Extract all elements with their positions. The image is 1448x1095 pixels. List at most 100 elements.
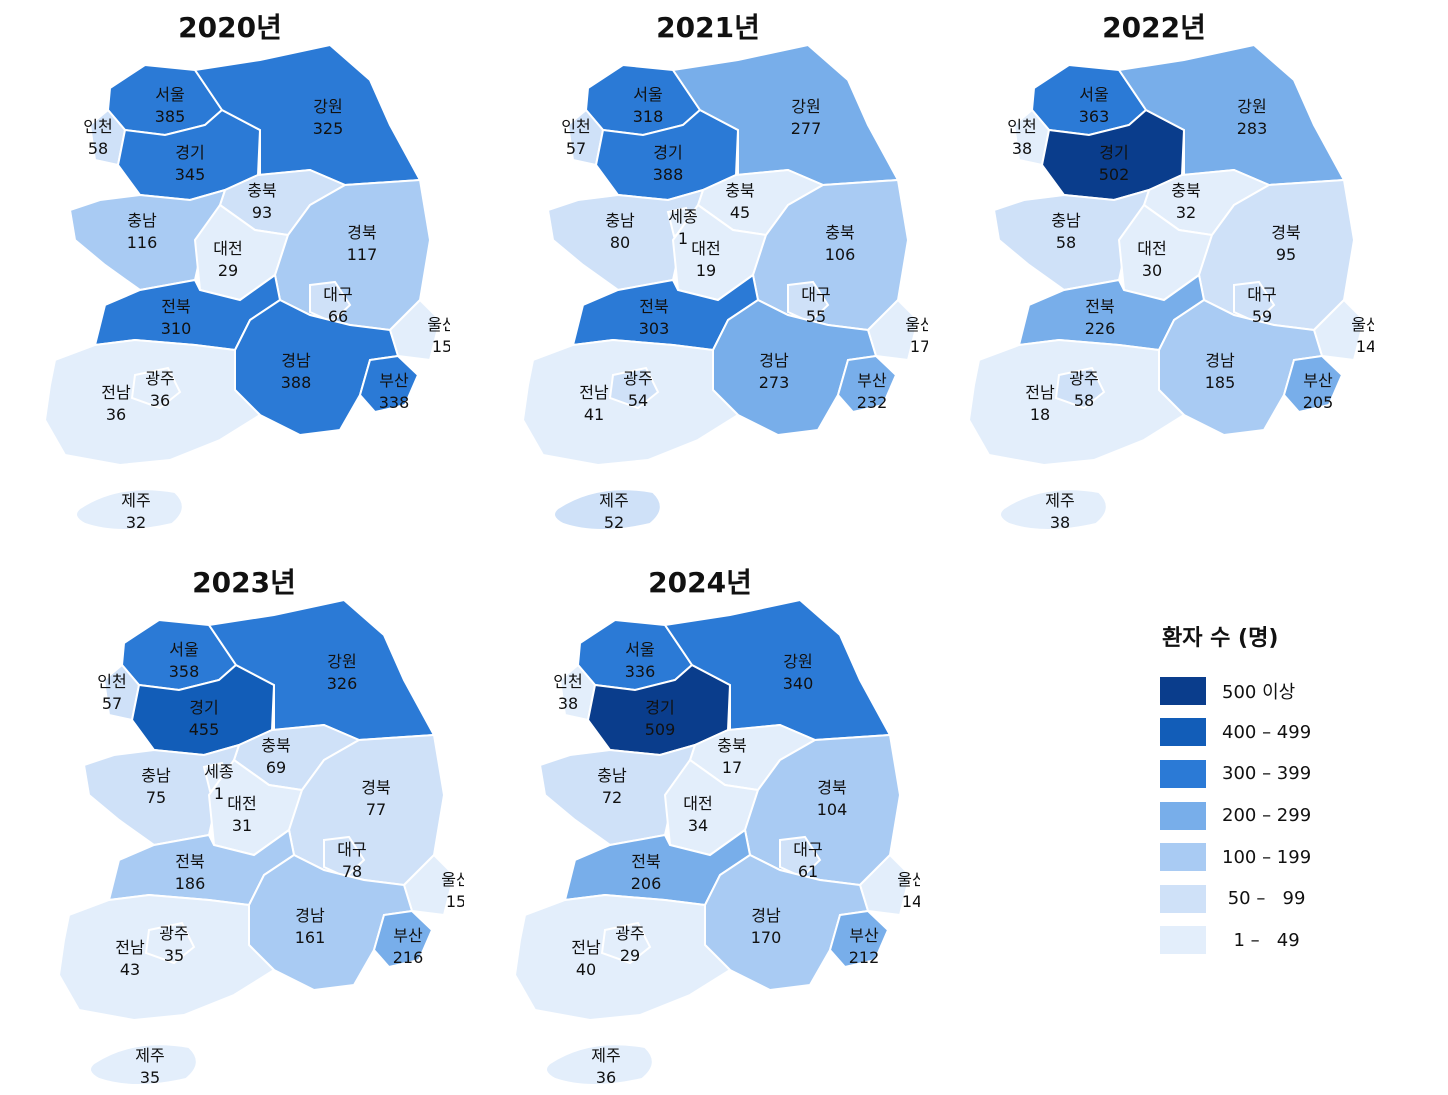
region-name: 세종 [204, 762, 233, 781]
region-label-daegu: 대구 61 [793, 840, 822, 881]
region-label-ulsan: 울산 15 [441, 870, 464, 911]
region-value: 345 [175, 165, 206, 184]
region-label-ulsan: 울산 14 [897, 870, 920, 911]
region-value: 15 [432, 337, 450, 356]
region-name: 전남 [579, 383, 609, 402]
legend-swatch [1160, 801, 1206, 830]
region-gwangju [608, 366, 660, 410]
region-jeju [75, 488, 184, 531]
region-value: 69 [266, 758, 286, 777]
legend-label: 500 이상 [1222, 681, 1296, 703]
region-label-jeonnam: 전남 18 [1025, 383, 1055, 424]
region-name: 전남 [1025, 383, 1055, 402]
region-name: 전북 [1085, 297, 1114, 316]
region-label-jeonbuk: 전북 206 [631, 852, 662, 893]
region-daegu [779, 835, 822, 879]
region-label-jeju: 제주 32 [121, 491, 150, 532]
region-value: 36 [596, 1068, 616, 1087]
map-title: 2022년 [1102, 11, 1206, 44]
region-value: 59 [1252, 307, 1272, 326]
korea-map-svg: 서울 385 인천 58 경기 345 강원 325 충북 93 충남 116 대전 29 경북 117 대구 6… [43, 43, 450, 532]
region-label-gyeongbuk: 경북 95 [1271, 223, 1300, 264]
region-label-jeonbuk: 전북 186 [175, 852, 206, 893]
region-name: 부산 [857, 371, 887, 390]
map-panel-0: 2020년 서울 385 인천 58 경기 345 강원 325 충북 93 충남 116 대전 29 경북… [10, 0, 450, 540]
region-value: 40 [576, 960, 596, 979]
region-value: 206 [631, 874, 662, 893]
region-name: 경남 [759, 351, 789, 370]
region-label-daejeon: 대전 31 [227, 794, 256, 835]
region-jeju [89, 1043, 198, 1086]
region-label-daejeon: 대전 19 [691, 239, 720, 280]
region-label-gwangju: 광주 36 [145, 369, 174, 410]
region-name: 서울 [169, 640, 198, 659]
region-value: 58 [88, 139, 108, 158]
region-value: 66 [328, 307, 348, 326]
legend-swatch [1160, 676, 1206, 705]
legend-swatch [1160, 843, 1206, 872]
region-label-gwangju: 광주 58 [1069, 369, 1098, 410]
region-name: 울산 [1351, 315, 1374, 334]
region-label-gyeongnam: 경남 185 [1205, 351, 1236, 392]
region-label-daegu: 대구 78 [337, 840, 366, 881]
region-value: 170 [751, 928, 782, 947]
region-label-seoul: 서울 363 [1079, 85, 1110, 126]
region-value: 31 [232, 816, 252, 835]
region-label-gyeongbuk: 경북 117 [347, 223, 378, 264]
region-name: 울산 [897, 870, 920, 889]
region-name: 광주 [623, 369, 652, 388]
region-name: 충북 [725, 181, 754, 200]
region-label-gangwon: 강원 326 [327, 652, 358, 693]
region-label-chungnam: 충남 116 [127, 211, 158, 252]
region-value: 35 [164, 946, 184, 965]
region-value: 58 [1056, 233, 1076, 252]
region-value: 35 [140, 1068, 160, 1087]
map-panel-2: 2022년 서울 363 인천 38 경기 502 강원 283 충북 32 충남 58 대전 30 경북 9… [934, 0, 1374, 540]
region-name: 강원 [313, 97, 342, 116]
region-busan [828, 909, 890, 969]
region-value: 15 [446, 892, 464, 911]
legend: 환자 수 (명) 500 이상 400 – 499 300 – 399 200 … [1150, 620, 1370, 970]
region-value: 186 [175, 874, 206, 893]
region-value: 38 [1012, 139, 1032, 158]
legend-label: 400 – 499 [1222, 721, 1312, 743]
region-value: 116 [127, 233, 158, 252]
region-name: 대전 [683, 794, 712, 813]
region-name: 제주 [591, 1046, 620, 1065]
region-name: 대전 [691, 239, 720, 258]
region-value: 336 [625, 662, 656, 681]
region-name: 대구 [793, 840, 822, 859]
region-value: 57 [566, 139, 586, 158]
region-name: 전북 [639, 297, 668, 316]
region-label-ulsan: 울산 15 [427, 315, 450, 356]
region-name: 충남 [1051, 211, 1081, 230]
region-value: 75 [146, 788, 166, 807]
region-label-gyeongnam: 경남 170 [751, 906, 782, 947]
region-label-gwangju: 광주 54 [623, 369, 652, 410]
legend-label: 300 – 399 [1222, 763, 1312, 785]
region-value: 212 [849, 948, 880, 967]
region-name: 충남 [141, 766, 171, 785]
region-name: 울산 [427, 315, 450, 334]
region-name: 경북 [817, 778, 846, 797]
region-name: 부산 [393, 926, 423, 945]
region-label-jeonnam: 전남 43 [115, 938, 145, 979]
region-gwangju [600, 921, 652, 965]
legend-swatch [1160, 926, 1206, 955]
region-label-gyeongnam: 경남 273 [759, 351, 790, 392]
region-daegu [309, 280, 352, 324]
region-value: 41 [584, 405, 604, 424]
region-label-gyeongbuk: 경북 104 [817, 778, 848, 819]
region-jeju [553, 488, 662, 531]
region-label-gangwon: 강원 277 [791, 97, 822, 138]
legend-row: 100 – 199 [1150, 836, 1370, 878]
region-value: 55 [806, 307, 826, 326]
region-label-daejeon: 대전 34 [683, 794, 712, 835]
region-label-gwangju: 광주 35 [159, 924, 188, 965]
region-name: 강원 [791, 97, 820, 116]
region-label-daegu: 대구 55 [801, 285, 830, 326]
region-value: 385 [155, 107, 186, 126]
region-value: 455 [189, 720, 220, 739]
region-value: 303 [639, 319, 670, 338]
region-value: 30 [1142, 261, 1162, 280]
